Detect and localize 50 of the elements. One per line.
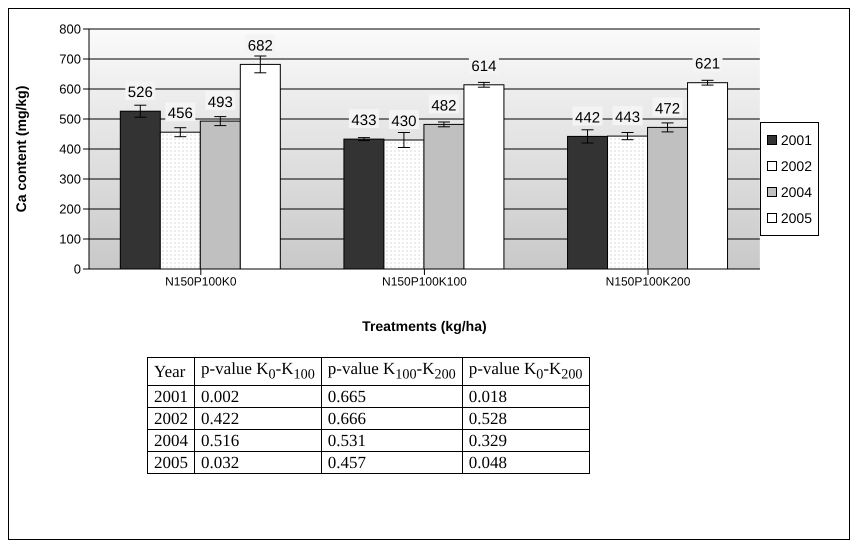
y-axis-title: Ca content (mg/kg) [12,86,29,212]
legend-label: 2001 [780,132,812,148]
y-tick-label: 0 [74,262,81,277]
data-label: 493 [208,94,233,112]
data-label: 0.665 [321,386,462,408]
y-tick-label: 500 [59,112,81,127]
data-label: 482 [431,97,456,114]
data-label: 443 [615,109,640,126]
data-label: 0.531 [321,430,462,452]
y-axis-title: Year [148,358,194,386]
data-label: 0.422 [194,408,322,430]
x-tick-label: N150P100K200 [606,274,691,289]
data-label: 0.032 [194,452,322,474]
y-tick-label: 2001 [148,386,194,408]
y-tick-label: 300 [59,172,81,187]
y-tick-label: 100 [59,232,81,247]
data-label: 0.666 [321,408,462,430]
x-tick-label: p-value K$_{0}$-K$_{200}$ [462,358,589,386]
legend-label: 2004 [780,184,812,200]
x-tick-label: p-value K$_{100}$-K$_{200}$ [321,358,462,386]
y-tick-label: 2004 [148,430,194,452]
data-label: 442 [575,109,600,126]
data-label: 0.516 [194,430,322,452]
data-label: 0.329 [462,430,589,452]
y-tick-label: 2002 [148,408,194,430]
legend-label: 2002 [780,158,812,174]
y-tick-label: 600 [59,82,81,97]
x-axis-title: Treatments (kg/ha) [362,318,487,334]
data-label: 0.018 [462,386,589,408]
y-tick-label: 200 [59,202,81,217]
y-tick-label: 800 [59,22,81,37]
y-tick-label: 2005 [148,452,194,474]
data-label: 0.528 [462,408,589,430]
x-tick-label: N150P100K100 [382,274,468,289]
data-label: 472 [655,100,680,118]
data-label: 0.457 [321,452,462,474]
data-label: 0.048 [462,452,589,474]
x-tick-label: p-value K$_{0}$-K$_{100}$ [194,358,322,386]
data-label: 430 [391,113,416,130]
y-tick-label: 700 [59,52,81,67]
data-label: 682 [248,37,273,54]
data-label: 456 [168,105,193,122]
y-tick-label: 400 [59,142,81,157]
x-tick-label: N150P100K0 [165,274,237,289]
legend-label: 2005 [780,210,812,226]
data-label: 526 [128,84,153,102]
data-label: 614 [471,58,496,75]
data-label: 433 [351,112,376,130]
data-label: 0.002 [194,386,322,408]
data-label: 621 [695,56,720,73]
